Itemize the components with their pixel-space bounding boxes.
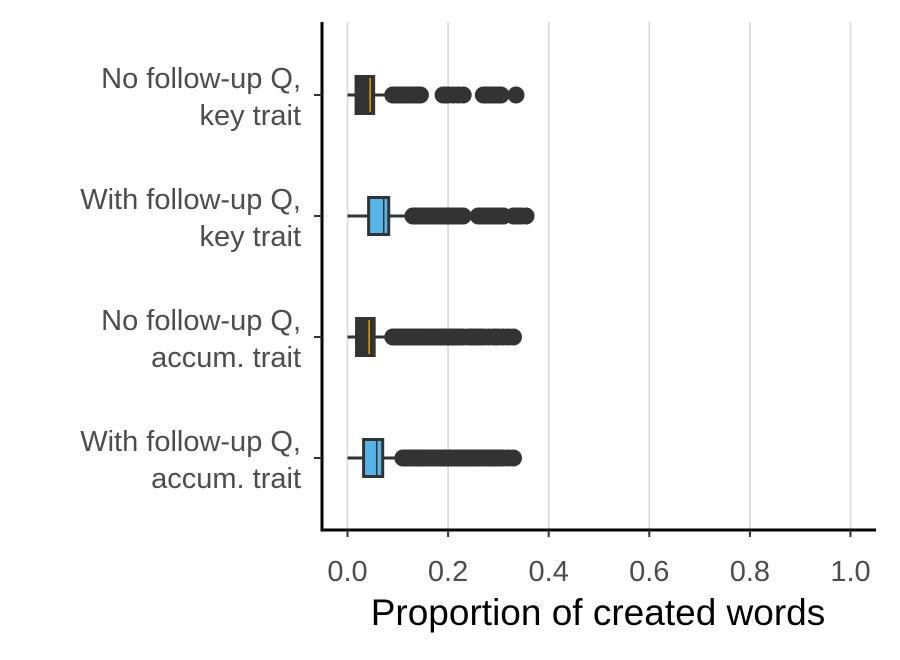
box-group-1 — [347, 196, 535, 236]
x-tick-label-0: 0.0 — [327, 556, 367, 588]
category-label-2-line-1: accum. trait — [151, 342, 301, 374]
box-3 — [362, 438, 385, 478]
x-tick-label-4: 0.8 — [730, 556, 770, 588]
category-label-3-line-1: accum. trait — [151, 463, 301, 495]
category-labels: No follow-up Q, key trait With follow-up Q… — [80, 63, 322, 495]
x-tick-label-1: 0.2 — [428, 556, 468, 588]
category-label-0-line-0: No follow-up Q, — [101, 63, 301, 95]
category-label-3-line-0: With follow-up Q, — [80, 426, 301, 458]
outlier-point-3-42 — [504, 449, 522, 467]
outlier-point-2-42 — [504, 328, 522, 346]
box-2 — [355, 317, 376, 357]
box-group-2 — [347, 317, 522, 357]
box-group-3 — [347, 438, 522, 478]
x-tick-label-5: 1.0 — [830, 556, 870, 588]
gridlines — [346, 22, 852, 530]
category-label-1-line-1: key trait — [199, 221, 301, 253]
outlier-point-0-25 — [492, 86, 510, 104]
box-1 — [367, 196, 391, 236]
axes — [320, 22, 876, 532]
category-label-2-line-0: No follow-up Q, — [101, 305, 301, 337]
outlier-point-1-36 — [517, 207, 535, 225]
box-series — [347, 75, 535, 478]
x-axis-title: Proportion of created words — [371, 592, 826, 633]
box-group-0 — [347, 75, 525, 115]
category-label-0-line-1: key trait — [199, 100, 301, 132]
category-label-1-line-0: With follow-up Q, — [80, 184, 301, 216]
outlier-point-0-11 — [411, 86, 429, 104]
outlier-point-0-26 — [507, 86, 525, 104]
outlier-point-1-20 — [454, 207, 472, 225]
outlier-point-0-17 — [454, 86, 472, 104]
x-tick-label-3: 0.6 — [629, 556, 669, 588]
x-tick-label-2: 0.4 — [529, 556, 569, 588]
tick-labels: 0.0 0.2 0.4 0.6 0.8 1.0 — [327, 530, 871, 588]
